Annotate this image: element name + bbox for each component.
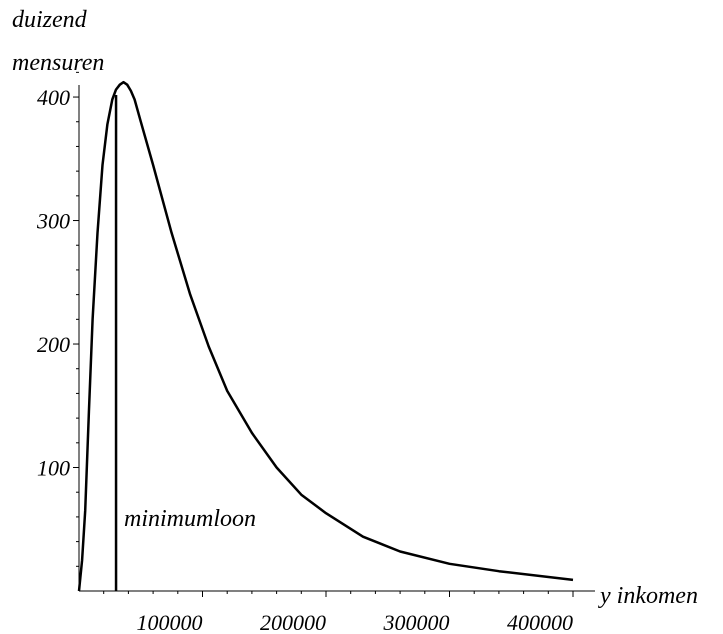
x-tick-label: 400000 — [507, 610, 573, 634]
x-tick-label: 300000 — [383, 610, 450, 634]
y-axis-label-line2: mensuren — [12, 50, 104, 76]
y-axis-label-line1: duizend — [12, 7, 88, 33]
annotation-minimumloon: minimumloon — [124, 506, 256, 532]
x-ticks: 100000 200000 300000 400000 — [103, 591, 574, 634]
y-ticks: 100 200 300 400 — [36, 71, 79, 567]
plot-area: 100000 200000 300000 400000 100 200 300 400 — [36, 71, 595, 634]
y-tick-label: 400 — [37, 85, 70, 110]
x-tick-label: 100000 — [137, 610, 203, 634]
y-tick-label: 300 — [36, 209, 70, 234]
series-line — [77, 80, 574, 592]
x-tick-label: 200000 — [260, 610, 326, 634]
x-axis-label: y inkomen — [598, 583, 698, 609]
y-tick-label: 200 — [37, 332, 70, 357]
y-tick-label: 100 — [37, 456, 70, 481]
